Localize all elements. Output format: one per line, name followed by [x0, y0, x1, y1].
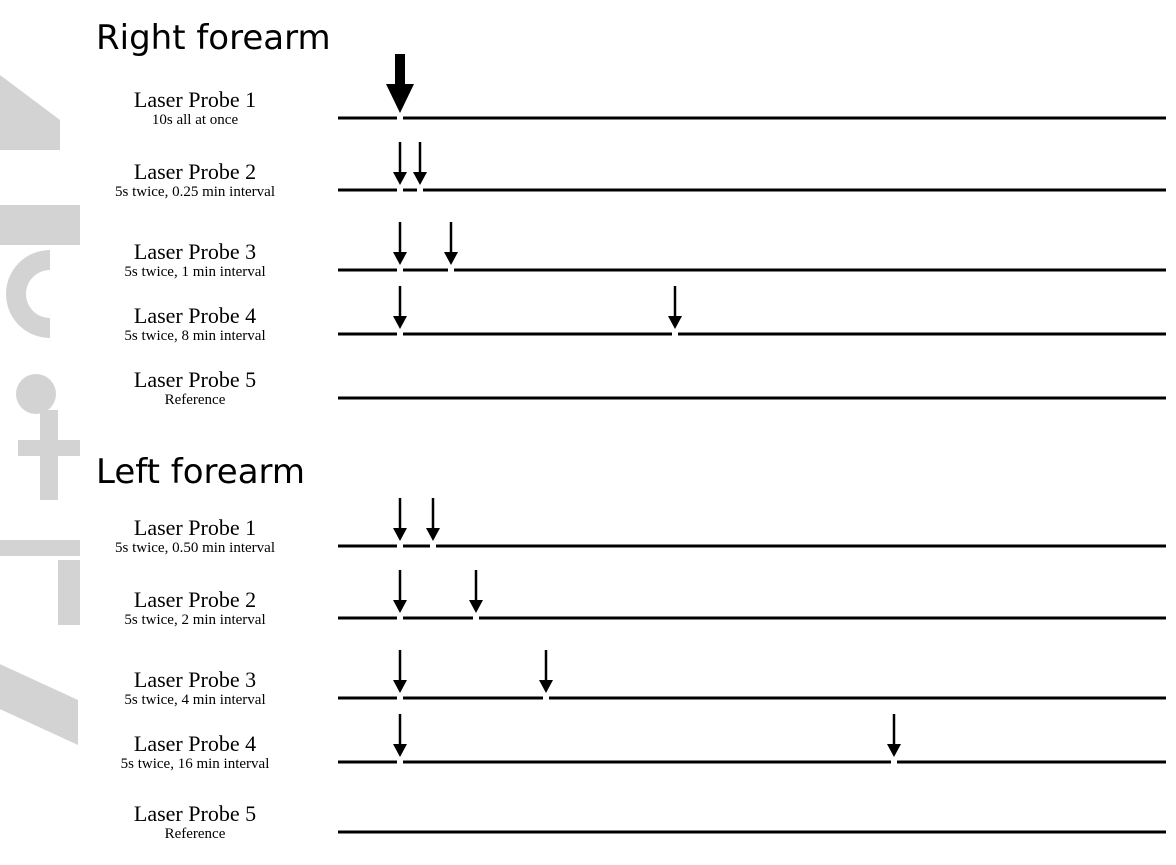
- down-arrow-icon: [393, 650, 407, 693]
- probe-description: 5s twice, 0.50 min interval: [115, 540, 275, 556]
- down-arrow-icon: [668, 286, 682, 329]
- probe-label: Laser Probe 1 5s twice, 0.50 min interval: [115, 516, 275, 557]
- probe-name: Laser Probe 3: [133, 239, 257, 264]
- probe-label: Laser Probe 2 5s twice, 2 min interval: [124, 588, 265, 629]
- down-arrow-icon: [393, 570, 407, 613]
- probe-label: Laser Probe 3 5s twice, 1 min interval: [124, 240, 265, 281]
- down-arrow-icon: [539, 650, 553, 693]
- probe-description: Reference: [164, 392, 226, 408]
- down-arrow-icon: [393, 222, 407, 265]
- probe-label: Laser Probe 4 5s twice, 8 min interval: [124, 304, 265, 345]
- probe-name: Laser Probe 5: [133, 367, 257, 392]
- section-title: Left forearm: [96, 452, 306, 492]
- probe-description: 5s twice, 2 min interval: [124, 612, 266, 628]
- probe-description: 5s twice, 1 min interval: [124, 264, 266, 280]
- probe-label: Laser Probe 4 5s twice, 16 min interval: [121, 732, 270, 773]
- probe-label: Laser Probe 2 5s twice, 0.25 min interval: [115, 160, 275, 201]
- probe-description: 5s twice, 4 min interval: [124, 692, 266, 708]
- probe-name: Laser Probe 4: [133, 303, 257, 328]
- probe-label: Laser Probe 1 10s all at once: [134, 88, 256, 129]
- down-arrow-icon: [444, 222, 458, 265]
- probe-label: Laser Probe 5 Reference: [134, 802, 256, 843]
- down-arrow-icon: [393, 498, 407, 541]
- probe-name: Laser Probe 4: [133, 731, 257, 756]
- probe-description: 5s twice, 16 min interval: [120, 756, 270, 772]
- probe-name: Laser Probe 5: [133, 801, 257, 826]
- down-arrow-icon: [393, 714, 407, 757]
- down-arrow-icon: [469, 570, 483, 613]
- probe-name: Laser Probe 2: [133, 587, 257, 612]
- section-title: Right forearm: [96, 18, 331, 58]
- probe-description: 10s all at once: [151, 112, 239, 128]
- probe-name: Laser Probe 1: [133, 87, 257, 112]
- down-arrow-icon: [887, 714, 901, 757]
- down-arrow-icon: [393, 142, 407, 185]
- probe-description: 5s twice, 0.25 min interval: [115, 184, 275, 200]
- probe-description: Reference: [164, 826, 226, 842]
- probe-label: Laser Probe 3 5s twice, 4 min interval: [124, 668, 265, 709]
- probe-description: 5s twice, 8 min interval: [124, 328, 266, 344]
- down-arrow-icon: [386, 54, 414, 113]
- probe-name: Laser Probe 1: [133, 515, 257, 540]
- down-arrow-icon: [426, 498, 440, 541]
- probe-label: Laser Probe 5 Reference: [134, 368, 256, 409]
- probe-name: Laser Probe 2: [133, 159, 257, 184]
- probe-name: Laser Probe 3: [133, 667, 257, 692]
- down-arrow-icon: [393, 286, 407, 329]
- down-arrow-icon: [413, 142, 427, 185]
